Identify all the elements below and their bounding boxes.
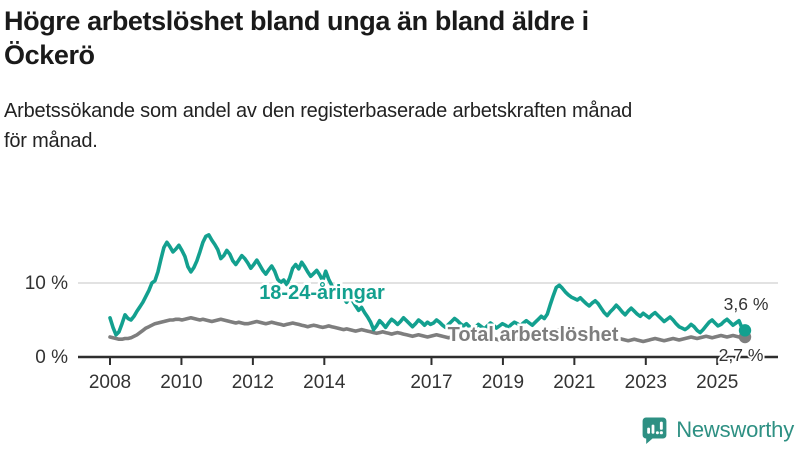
x-axis-tick-label: 2023 bbox=[625, 372, 667, 393]
x-axis-tick-label: 2014 bbox=[303, 372, 346, 393]
chart-header: Högre arbetslöshet bland unga än bland ä… bbox=[4, 4, 796, 156]
y-axis-label: 0 % bbox=[35, 347, 68, 368]
y-axis-label: 10 % bbox=[25, 273, 68, 294]
page-title-line-2: Öckerö bbox=[4, 40, 95, 70]
youth-series-label: 18-24-åringar bbox=[259, 281, 385, 304]
newsworthy-logo-text: Newsworthy bbox=[676, 416, 794, 442]
x-axis-tick-label: 2021 bbox=[553, 372, 595, 393]
chart-subtitle: Arbetssökande som andel av den registerb… bbox=[4, 96, 796, 156]
total-end-value-label: 2,7 % bbox=[719, 345, 764, 365]
total-series-label: Total arbetslöshet bbox=[448, 324, 619, 346]
subtitle-line-1: Arbetssökande som andel av den registerb… bbox=[4, 100, 633, 122]
newsworthy-logo: Newsworthy bbox=[639, 414, 794, 445]
youth-end-dot bbox=[738, 324, 752, 337]
subtitle-line-2: för månad. bbox=[4, 130, 98, 152]
x-axis-tick-label: 2010 bbox=[160, 372, 202, 393]
x-axis-tick-label: 2017 bbox=[410, 372, 452, 393]
x-axis-tick-label: 2008 bbox=[89, 372, 131, 393]
page-title-line-1: Högre arbetslöshet bland unga än bland ä… bbox=[4, 6, 589, 36]
youth-unemployment-line bbox=[108, 233, 747, 337]
x-axis-tick-label: 2025 bbox=[696, 372, 738, 393]
x-axis-tick-label: 2019 bbox=[482, 372, 524, 393]
x-axis-tick-label: 2012 bbox=[232, 372, 274, 393]
total-unemployment-line bbox=[108, 315, 747, 344]
youth-end-value-label: 3,6 % bbox=[724, 294, 769, 314]
newsworthy-logo-icon bbox=[642, 417, 667, 444]
